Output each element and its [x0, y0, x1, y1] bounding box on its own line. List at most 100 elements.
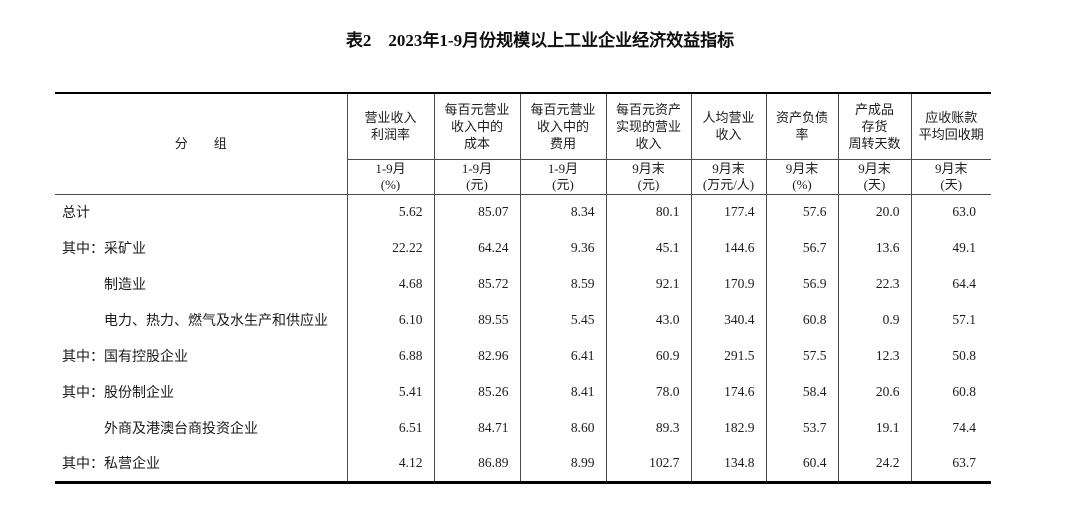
period-label: 1-9月: [547, 160, 579, 176]
value-cell: 170.9: [690, 266, 766, 302]
row-label: 外商及港澳台商投资企业: [104, 422, 258, 437]
header-row-sub: 1-9月 (%) 1-9月 (元) 1-9月 (元) 9月末 (元) 9月末: [55, 159, 991, 195]
value-cell: 63.7: [910, 446, 991, 482]
value-cell: 9.36: [519, 230, 606, 266]
col-header-operating-revenue-profit-rate: 营业收入 利润率: [346, 93, 434, 160]
unit-label: (%): [792, 176, 812, 192]
period-label: 9月末: [934, 160, 968, 176]
header-row-main: 分 组 营业收入 利润率 每百元营业 收入中的 成本 每百元营业 收入中的 费用…: [55, 93, 991, 195]
value-cell: 80.1: [605, 194, 691, 230]
value-cell: 45.1: [605, 230, 691, 266]
subheader-cell: 9月末 (%): [765, 159, 838, 195]
subheader-cell: 9月末 (天): [837, 159, 911, 195]
value-cell: 74.4: [910, 410, 991, 446]
value-cell: 8.60: [519, 410, 606, 446]
value-cell: 49.1: [910, 230, 991, 266]
subheader-cell: 9月末 (天): [910, 159, 991, 195]
value-cell: 174.6: [690, 374, 766, 410]
table-row-utilities: 电力、热力、燃气及水生产和供应业 6.10 89.55 5.45 43.0 34…: [55, 302, 991, 338]
value-cell: 20.0: [837, 194, 911, 230]
period-label: 9月末: [858, 160, 891, 176]
table-row-mining: 其中：采矿业 22.22 64.24 9.36 45.1 144.6 56.7 …: [55, 230, 991, 266]
value-cell: 4.68: [346, 266, 434, 302]
unit-label: (天): [863, 176, 886, 192]
value-cell: 6.51: [346, 410, 434, 446]
period-label: 1-9月: [375, 160, 406, 176]
value-cell: 57.6: [765, 194, 838, 230]
value-cell: 58.4: [765, 374, 838, 410]
value-cell: 102.7: [605, 446, 691, 482]
value-cell: 12.3: [837, 338, 911, 374]
table-row-shareholding: 其中：股份制企业 5.41 85.26 8.41 78.0 174.6 58.4…: [55, 374, 991, 410]
row-label: 制造业: [104, 278, 146, 293]
unit-label: (元): [466, 176, 488, 192]
subheader-cell: 1-9月 (元): [433, 159, 520, 195]
col-header-cost-per-100-yuan-revenue: 每百元营业 收入中的 成本: [433, 93, 520, 160]
group-header-cell: 分 组: [55, 93, 347, 195]
value-cell: 22.3: [837, 266, 911, 302]
value-cell: 78.0: [605, 374, 691, 410]
period-label: 1-9月: [461, 160, 493, 176]
table-header: 分 组 营业收入 利润率 每百元营业 收入中的 成本 每百元营业 收入中的 费用…: [55, 93, 991, 195]
value-cell: 85.72: [433, 266, 520, 302]
table-row-manufacturing: 制造业 4.68 85.72 8.59 92.1 170.9 56.9 22.3…: [55, 266, 991, 302]
value-cell: 8.99: [519, 446, 606, 482]
value-cell: 20.6: [837, 374, 911, 410]
col-header-inventory-turnover-days: 产成品 存货 周转天数: [837, 93, 911, 160]
value-cell: 57.5: [765, 338, 838, 374]
col-header-asset-liability-ratio: 资产负债 率: [765, 93, 838, 160]
col-header-revenue-per-capita: 人均营业 收入: [690, 93, 766, 160]
unit-label: (%): [380, 176, 401, 192]
unit-label: (天): [940, 176, 963, 192]
value-cell: 60.8: [910, 374, 991, 410]
subheader-cell: 9月末 (万元/人): [690, 159, 766, 195]
value-cell: 134.8: [690, 446, 766, 482]
subheader-cell: 1-9月 (元): [519, 159, 606, 195]
row-label: 总计: [62, 206, 90, 222]
value-cell: 43.0: [605, 302, 691, 338]
value-cell: 144.6: [690, 230, 766, 266]
value-cell: 64.4: [910, 266, 991, 302]
value-cell: 177.4: [690, 194, 766, 230]
value-cell: 82.96: [433, 338, 520, 374]
col-header-revenue-per-100-yuan-assets: 每百元资产 实现的营业 收入: [605, 93, 691, 160]
value-cell: 60.4: [765, 446, 838, 482]
value-cell: 19.1: [837, 410, 911, 446]
value-cell: 56.7: [765, 230, 838, 266]
table-row-foreign-invested: 外商及港澳台商投资企业 6.51 84.71 8.60 89.3 182.9 5…: [55, 410, 991, 446]
value-cell: 57.1: [910, 302, 991, 338]
value-cell: 60.9: [605, 338, 691, 374]
value-cell: 291.5: [690, 338, 766, 374]
value-cell: 60.8: [765, 302, 838, 338]
value-cell: 182.9: [690, 410, 766, 446]
value-cell: 53.7: [765, 410, 838, 446]
value-cell: 5.45: [519, 302, 606, 338]
value-cell: 63.0: [910, 194, 991, 230]
value-cell: 50.8: [910, 338, 991, 374]
value-cell: 85.26: [433, 374, 520, 410]
value-cell: 92.1: [605, 266, 691, 302]
value-cell: 8.34: [519, 194, 606, 230]
unit-label: (万元/人): [702, 176, 755, 192]
row-label: 其中：国有控股企业: [62, 350, 188, 365]
value-cell: 56.9: [765, 266, 838, 302]
unit-label: (元): [637, 176, 660, 192]
subheader-cell: 1-9月 (%): [346, 159, 434, 195]
table-row-private: 其中：私营企业 4.12 86.89 8.99 102.7 134.8 60.4…: [55, 446, 991, 482]
value-cell: 85.07: [433, 194, 520, 230]
period-label: 9月末: [785, 160, 819, 176]
period-label: 9月末: [712, 160, 745, 176]
value-cell: 5.62: [346, 194, 434, 230]
value-cell: 84.71: [433, 410, 520, 446]
col-header-receivables-collection-period: 应收账款 平均回收期: [910, 93, 991, 160]
value-cell: 5.41: [346, 374, 434, 410]
table-body: 总计 5.62 85.07 8.34 80.1 177.4 57.6 20.0 …: [55, 194, 991, 482]
value-cell: 4.12: [346, 446, 434, 482]
col-header-expense-per-100-yuan-revenue: 每百元营业 收入中的 费用: [519, 93, 606, 160]
value-cell: 6.10: [346, 302, 434, 338]
value-cell: 8.41: [519, 374, 606, 410]
value-cell: 64.24: [433, 230, 520, 266]
period-label: 9月末: [632, 160, 665, 176]
row-label: 其中：私营企业: [62, 457, 160, 473]
table-row-state-holding: 其中：国有控股企业 6.88 82.96 6.41 60.9 291.5 57.…: [55, 338, 991, 374]
